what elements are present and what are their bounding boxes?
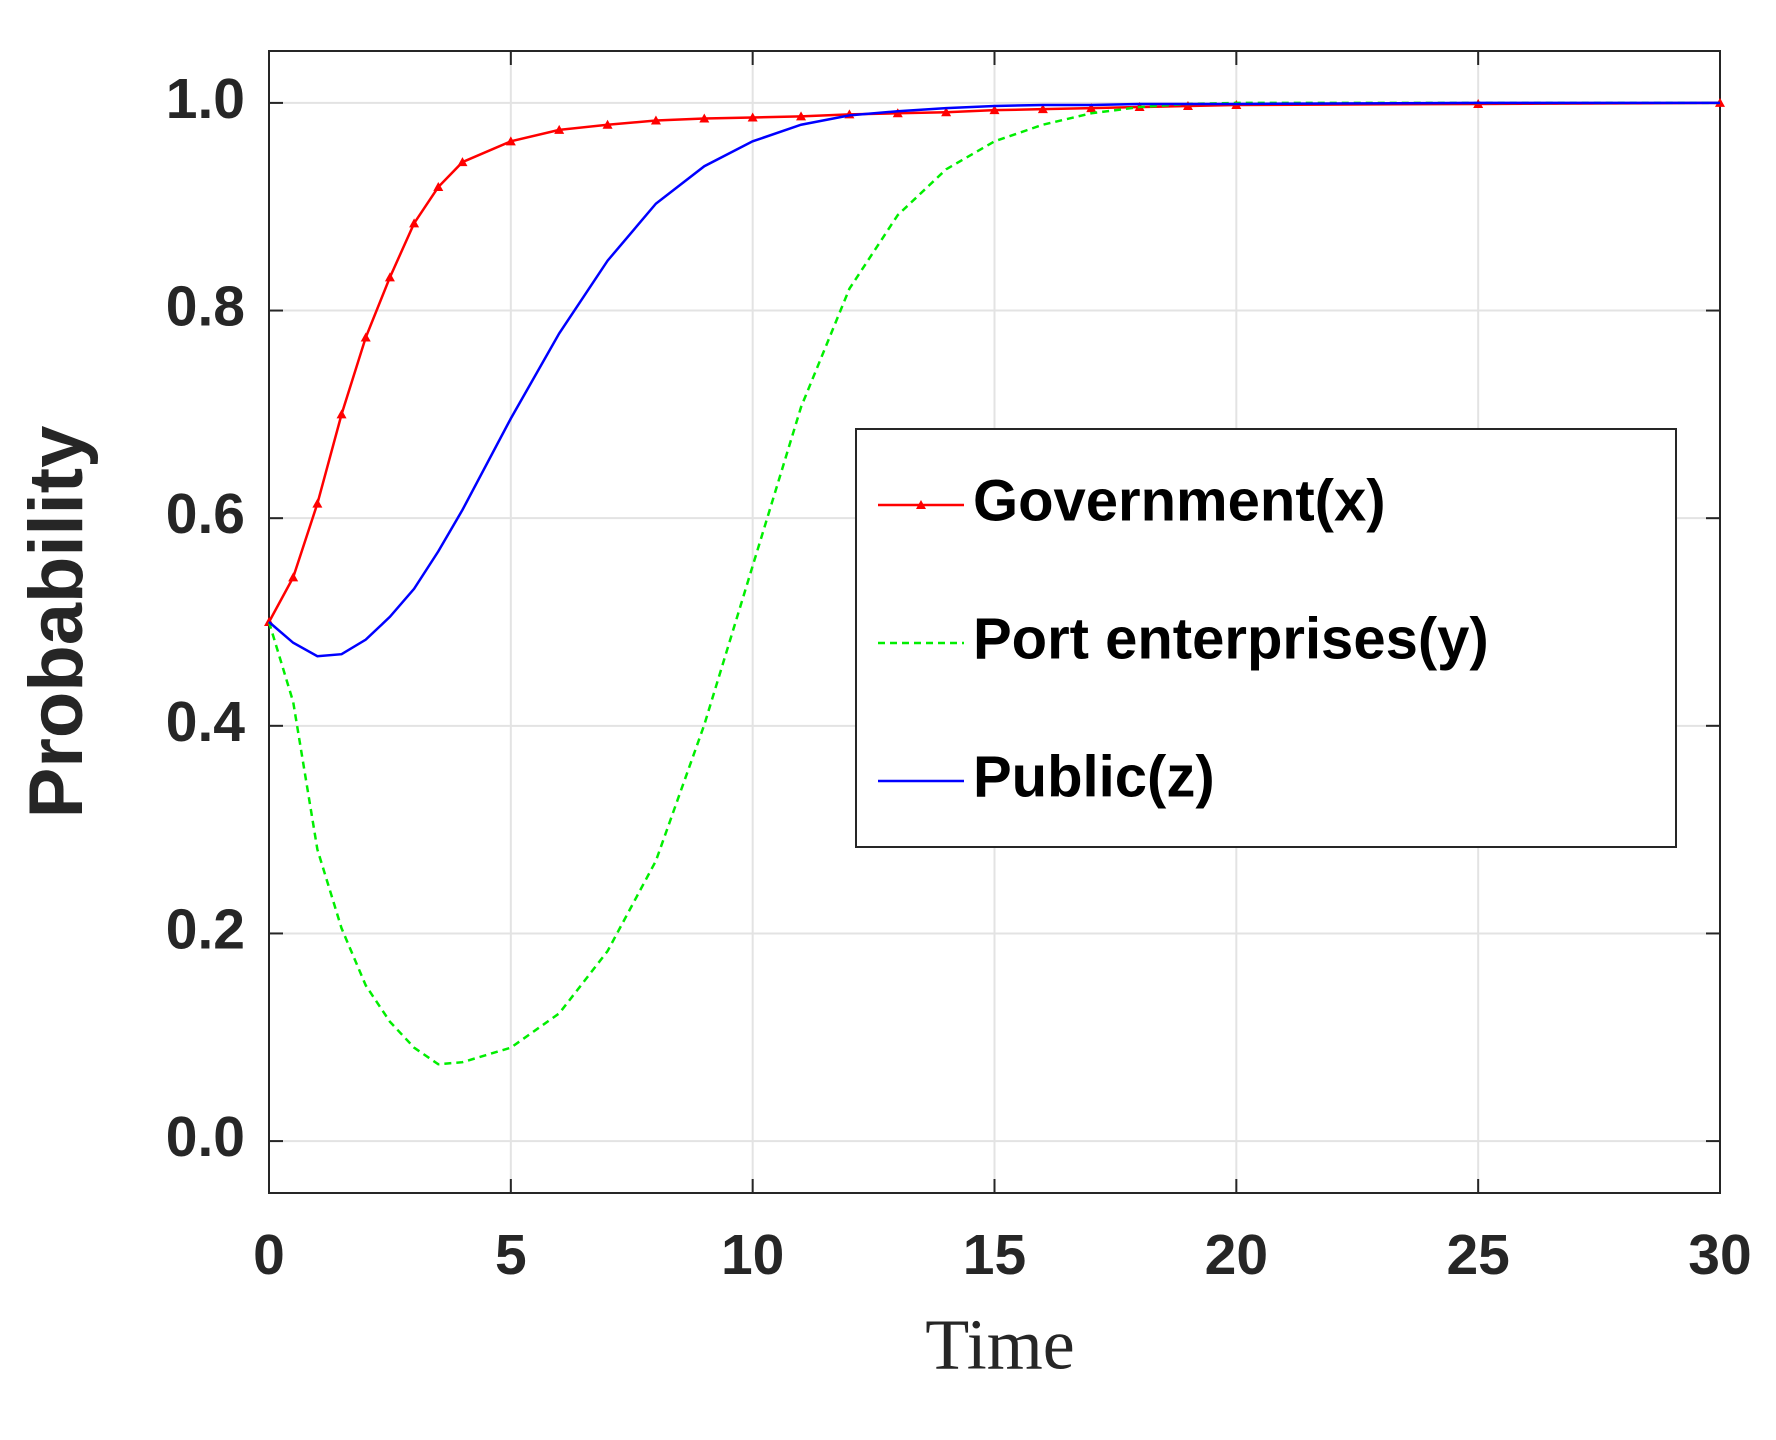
- marker: [1086, 103, 1097, 113]
- marker: [288, 572, 299, 582]
- x-tick-label: 5: [495, 1223, 527, 1287]
- legend-marker: [916, 500, 926, 509]
- y-tick-label: 1.0: [166, 67, 245, 131]
- marker: [989, 105, 1000, 115]
- marker: [796, 111, 807, 121]
- marker: [336, 409, 347, 419]
- y-tick-label: 0.2: [166, 898, 245, 962]
- marker: [554, 124, 565, 134]
- marker: [312, 498, 323, 508]
- legend-box: [855, 428, 1677, 848]
- marker: [650, 115, 661, 125]
- series-line: [268, 101, 1720, 658]
- marker: [1037, 104, 1048, 114]
- marker: [602, 119, 613, 129]
- y-tick-label: 0.4: [166, 690, 246, 754]
- x-tick-label: 0: [253, 1223, 285, 1287]
- marker: [941, 107, 952, 117]
- x-tick-label: 10: [721, 1223, 784, 1287]
- marker: [699, 113, 710, 123]
- marker: [1182, 101, 1193, 111]
- legend-label: Port enterprises(y): [973, 606, 1489, 671]
- marker: [384, 272, 395, 282]
- marker: [892, 108, 903, 118]
- marker: [505, 136, 516, 146]
- y-tick-label: 0.0: [166, 1105, 245, 1169]
- y-tick-label: 0.8: [166, 275, 245, 339]
- legend-label: Public(z): [973, 744, 1215, 809]
- marker: [457, 157, 468, 167]
- x-tick-label: 25: [1446, 1223, 1509, 1287]
- x-tick-label: 30: [1688, 1223, 1751, 1287]
- y-axis-label: Probability: [14, 426, 99, 819]
- marker: [409, 218, 420, 228]
- x-tick-label: 15: [963, 1223, 1026, 1287]
- marker: [433, 182, 444, 192]
- marker: [747, 112, 758, 122]
- x-tick-label: 20: [1205, 1223, 1268, 1287]
- legend-label: Government(x): [973, 468, 1386, 533]
- y-tick-label: 0.6: [166, 482, 245, 546]
- marker: [360, 332, 371, 342]
- x-axis-label: Time: [925, 1305, 1074, 1385]
